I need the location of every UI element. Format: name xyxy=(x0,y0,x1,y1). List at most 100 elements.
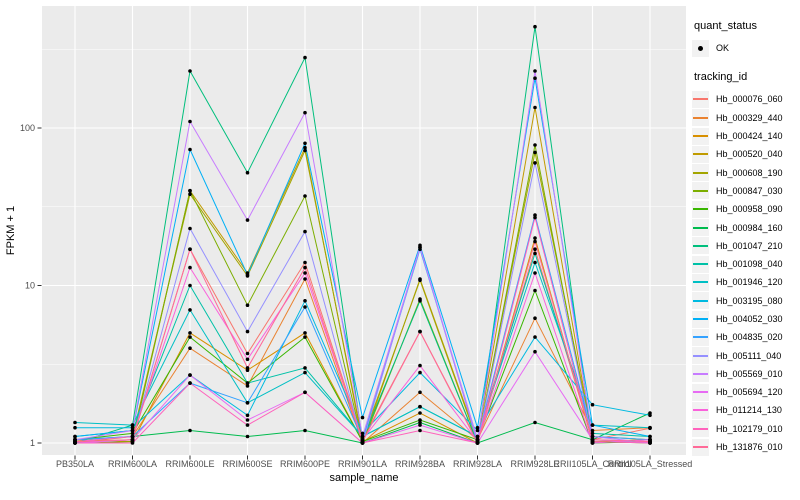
data-point xyxy=(533,24,537,29)
data-point xyxy=(188,381,192,385)
color-line-icon xyxy=(693,244,708,247)
legend-item-label: Hb_000847_030 xyxy=(716,185,783,196)
data-point xyxy=(360,434,365,439)
data-point xyxy=(303,141,307,146)
color-line-icon xyxy=(693,153,708,156)
data-point xyxy=(245,170,250,175)
legend-item-Hb_004052_030: Hb_004052_030 xyxy=(692,310,800,328)
line-key-icon xyxy=(692,328,709,346)
x-tick-label: RRIM600LE xyxy=(165,459,214,469)
line-key-icon xyxy=(692,401,709,419)
legend-item-label: Hb_011214_130 xyxy=(716,405,782,416)
data-point xyxy=(130,425,135,430)
data-point xyxy=(648,413,652,418)
data-point xyxy=(533,271,537,275)
legend-item-Hb_000329_440: Hb_000329_440 xyxy=(692,109,800,127)
data-point xyxy=(188,331,192,335)
data-point xyxy=(475,428,480,433)
data-point xyxy=(130,434,135,439)
data-point xyxy=(648,434,652,439)
legend-item-Hb_102179_010: Hb_102179_010 xyxy=(692,420,800,438)
color-line-icon xyxy=(693,354,708,357)
data-point xyxy=(188,373,192,377)
data-point xyxy=(73,434,77,439)
data-point xyxy=(303,277,307,281)
legend-item-Hb_004835_020: Hb_004835_020 xyxy=(692,328,800,346)
data-point xyxy=(533,215,537,220)
data-point xyxy=(188,192,192,196)
line-key-icon xyxy=(692,310,709,328)
data-point xyxy=(303,299,307,303)
legend-item-Hb_003195_080: Hb_003195_080 xyxy=(692,292,800,310)
legend-item-label: Hb_000958_090 xyxy=(716,204,783,215)
color-line-icon xyxy=(693,135,708,138)
data-point xyxy=(533,420,537,425)
legend-item-Hb_005569_010: Hb_005569_010 xyxy=(692,365,800,383)
data-point xyxy=(418,428,422,433)
panel-background xyxy=(42,6,686,455)
data-point xyxy=(533,316,537,321)
data-point xyxy=(418,423,422,427)
legend-item-label: Hb_000076_060 xyxy=(716,94,783,105)
data-point xyxy=(303,260,307,265)
x-tick-label: RRIM600SE xyxy=(222,459,272,469)
line-key-icon xyxy=(692,109,709,127)
data-point xyxy=(245,303,250,308)
data-point xyxy=(590,431,595,436)
legend-item-label: Hb_000424_140 xyxy=(716,131,783,142)
color-line-icon xyxy=(693,446,708,449)
legend-item-label: Hb_005694_120 xyxy=(716,387,783,398)
data-point xyxy=(533,251,537,256)
data-point xyxy=(73,420,77,425)
line-key-icon xyxy=(692,273,709,291)
legend-item-Hb_000520_040: Hb_000520_040 xyxy=(692,145,800,163)
x-tick-label: RRIM600LA xyxy=(108,459,157,469)
data-point xyxy=(590,423,595,427)
y-tick-label: 10 xyxy=(25,281,35,291)
legend-item-label: Hb_004835_020 xyxy=(716,332,783,343)
data-point xyxy=(533,76,537,80)
line-key-icon xyxy=(692,420,709,438)
line-key-icon xyxy=(692,365,709,383)
data-point xyxy=(590,437,595,442)
line-key-icon xyxy=(692,127,709,145)
data-point xyxy=(245,273,250,277)
color-line-icon xyxy=(693,189,708,192)
data-point xyxy=(245,351,250,356)
x-tick-label: RRII105LA_Control xyxy=(553,459,631,469)
data-point xyxy=(245,329,250,334)
data-point xyxy=(533,288,537,293)
data-point xyxy=(188,283,192,288)
data-point xyxy=(130,428,135,433)
legend: quant_status OK tracking_id Hb_000076_06… xyxy=(692,20,800,470)
color-line-icon xyxy=(693,171,708,174)
data-point xyxy=(245,381,250,385)
line-key-icon xyxy=(692,145,709,163)
legend-item-Hb_000958_090: Hb_000958_090 xyxy=(692,200,800,218)
line-key-icon xyxy=(692,200,709,218)
line-key-icon xyxy=(692,292,709,310)
data-point xyxy=(245,423,250,427)
data-point xyxy=(188,119,192,124)
data-point xyxy=(475,425,480,430)
data-point xyxy=(245,413,250,418)
data-point xyxy=(188,147,192,152)
legend-item-Hb_001946_120: Hb_001946_120 xyxy=(692,273,800,291)
data-point xyxy=(188,335,192,339)
legend-item-label: Hb_001098_040 xyxy=(716,259,783,270)
legend-item-label: Hb_000608_190 xyxy=(716,167,783,178)
legend-item-Hb_000424_140: Hb_000424_140 xyxy=(692,127,800,145)
data-point xyxy=(533,349,537,354)
legend-title-quant-status: quant_status xyxy=(694,20,757,32)
line-key-icon xyxy=(692,219,709,237)
legend-item-Hb_000847_030: Hb_000847_030 xyxy=(692,182,800,200)
legend-item-Hb_131876_010: Hb_131876_010 xyxy=(692,438,800,456)
data-point xyxy=(303,265,307,270)
data-point xyxy=(418,418,422,422)
color-line-icon xyxy=(693,263,708,266)
legend-title-tracking-id: tracking_id xyxy=(694,71,748,84)
data-point xyxy=(475,441,480,445)
legend-item-Hb_001098_040: Hb_001098_040 xyxy=(692,255,800,273)
